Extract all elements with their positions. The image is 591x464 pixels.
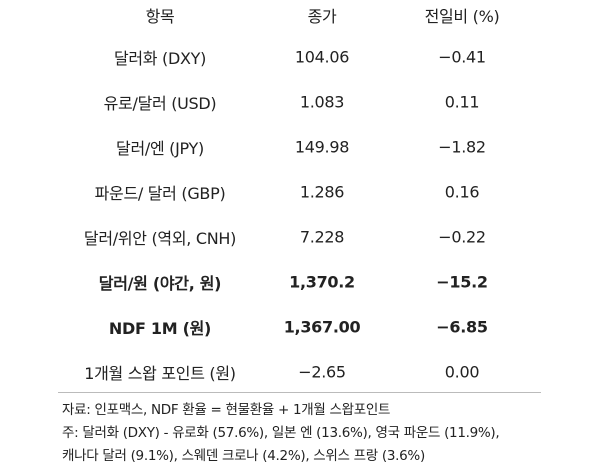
table-cell: 1개월 스왑 포인트 (원): [84, 364, 236, 383]
table-cell: 유로/달러 (USD): [103, 94, 217, 113]
header-cell: 항목: [145, 7, 175, 26]
footnote: 캐나다 달러 (9.1%), 스웨덴 크로나 (4.2%), 스위스 프랑 (3…: [62, 448, 425, 464]
table-cell: 104.06: [294, 47, 350, 67]
table-cell: 149.98: [294, 137, 350, 157]
table-cell: 달러화 (DXY): [113, 49, 207, 68]
table-cell: 파운드/ 달러 (GBP): [94, 184, 226, 203]
table-cell: −15.2: [436, 272, 488, 292]
footnote: 자료: 인포맥스, NDF 환율 = 현물환율 + 1개월 스왑포인트: [62, 402, 391, 418]
table-cell: 달러/엔 (JPY): [116, 139, 204, 158]
table-cell: 7.228: [299, 227, 345, 247]
footnote: 주: 달러화 (DXY) - 유로화 (57.6%), 일본 엔 (13.6%)…: [62, 425, 500, 441]
table-cell: 0.11: [444, 92, 480, 112]
table-cell: NDF 1M (원): [108, 319, 212, 338]
table-cell: −6.85: [436, 317, 488, 337]
header-cell: 종가: [307, 7, 337, 26]
header-cell: 전일비 (%): [424, 7, 500, 26]
table-cell: 0.16: [444, 182, 480, 202]
table-cell: 1.286: [299, 182, 345, 202]
table-cell: −0.41: [438, 47, 486, 67]
table-cell: 달러/원 (야간, 원): [98, 274, 222, 293]
table-bottom-rule: [58, 392, 541, 393]
table-cell: −2.65: [298, 362, 346, 382]
table-cell: −0.22: [438, 227, 486, 247]
table-cell: 달러/위안 (역외, CNH): [83, 229, 237, 248]
table-cell: 1,367.00: [283, 317, 361, 337]
table-cell: 1,370.2: [289, 272, 355, 292]
table-cell: 0.00: [444, 362, 480, 382]
table-cell: 1.083: [299, 92, 345, 112]
table-cell: −1.82: [438, 137, 486, 157]
